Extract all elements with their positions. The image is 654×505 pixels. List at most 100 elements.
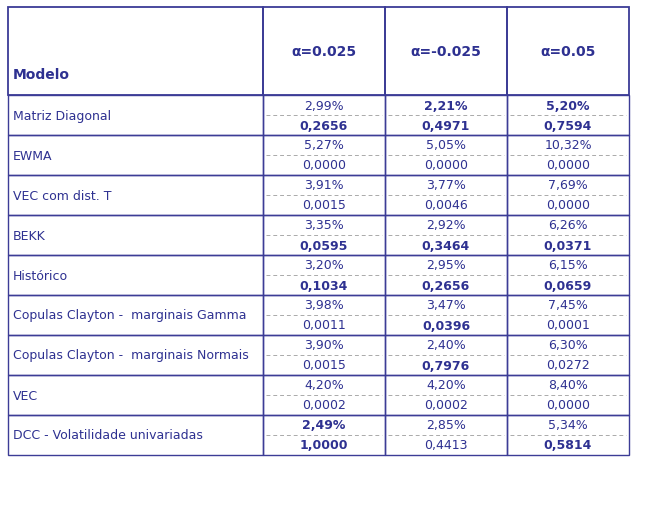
Text: 0,5814: 0,5814 — [544, 439, 592, 451]
Text: 0,0595: 0,0595 — [300, 239, 348, 252]
Text: 2,21%: 2,21% — [424, 99, 468, 112]
Bar — [8, 415, 263, 455]
Text: 5,05%: 5,05% — [426, 139, 466, 152]
Bar — [385, 216, 507, 256]
Text: 0,3464: 0,3464 — [422, 239, 470, 252]
Text: 0,0000: 0,0000 — [302, 159, 346, 172]
Text: 3,91%: 3,91% — [304, 179, 344, 192]
Text: 0,2656: 0,2656 — [300, 119, 348, 132]
Text: 2,95%: 2,95% — [426, 259, 466, 272]
Bar — [385, 295, 507, 335]
Text: 0,0011: 0,0011 — [302, 319, 346, 332]
Text: 0,4971: 0,4971 — [422, 119, 470, 132]
Text: α=0.05: α=0.05 — [540, 45, 596, 59]
Text: 0,4413: 0,4413 — [424, 439, 468, 451]
Bar — [507, 96, 629, 136]
Text: EWMA: EWMA — [13, 149, 52, 162]
Bar — [263, 96, 385, 136]
Bar — [385, 8, 507, 96]
Text: 0,0046: 0,0046 — [424, 199, 468, 212]
Text: 3,35%: 3,35% — [304, 219, 344, 232]
Text: α=-0.025: α=-0.025 — [411, 45, 481, 59]
Bar — [385, 176, 507, 216]
Bar — [507, 256, 629, 295]
Bar — [385, 335, 507, 375]
Text: 2,40%: 2,40% — [426, 339, 466, 352]
Text: 4,20%: 4,20% — [426, 379, 466, 392]
Bar — [263, 415, 385, 455]
Bar — [8, 96, 263, 136]
Text: 0,0000: 0,0000 — [546, 199, 590, 212]
Bar — [385, 415, 507, 455]
Bar — [507, 216, 629, 256]
Text: 8,40%: 8,40% — [548, 379, 588, 392]
Text: Copulas Clayton -  marginais Normais: Copulas Clayton - marginais Normais — [13, 349, 249, 362]
Text: 0,7594: 0,7594 — [544, 119, 592, 132]
Bar — [507, 415, 629, 455]
Text: 7,45%: 7,45% — [548, 299, 588, 312]
Bar — [263, 295, 385, 335]
Bar — [8, 176, 263, 216]
Bar — [263, 256, 385, 295]
Text: 6,15%: 6,15% — [548, 259, 588, 272]
Text: 0,0002: 0,0002 — [424, 399, 468, 412]
Text: 3,20%: 3,20% — [304, 259, 344, 272]
Bar — [385, 136, 507, 176]
Text: DCC - Volatilidade univariadas: DCC - Volatilidade univariadas — [13, 429, 203, 442]
Bar — [507, 8, 629, 96]
Bar — [263, 335, 385, 375]
Text: 2,92%: 2,92% — [426, 219, 466, 232]
Bar — [8, 216, 263, 256]
Bar — [385, 256, 507, 295]
Text: 4,20%: 4,20% — [304, 379, 344, 392]
Bar — [507, 136, 629, 176]
Bar — [385, 375, 507, 415]
Bar — [8, 256, 263, 295]
Text: 0,0000: 0,0000 — [424, 159, 468, 172]
Text: 0,0272: 0,0272 — [546, 359, 590, 372]
Text: 3,90%: 3,90% — [304, 339, 344, 352]
Bar — [263, 216, 385, 256]
Bar — [507, 335, 629, 375]
Text: 3,47%: 3,47% — [426, 299, 466, 312]
Text: 0,0001: 0,0001 — [546, 319, 590, 332]
Text: Copulas Clayton -  marginais Gamma: Copulas Clayton - marginais Gamma — [13, 309, 247, 322]
Text: 0,0000: 0,0000 — [546, 159, 590, 172]
Bar — [8, 295, 263, 335]
Text: VEC com dist. T: VEC com dist. T — [13, 189, 111, 202]
Text: 7,69%: 7,69% — [548, 179, 588, 192]
Bar — [263, 136, 385, 176]
Text: α=0.025: α=0.025 — [292, 45, 356, 59]
Bar — [507, 176, 629, 216]
Text: 5,20%: 5,20% — [546, 99, 590, 112]
Text: 5,27%: 5,27% — [304, 139, 344, 152]
Bar — [507, 295, 629, 335]
Text: 0,0002: 0,0002 — [302, 399, 346, 412]
Text: 0,0015: 0,0015 — [302, 359, 346, 372]
Text: 0,2656: 0,2656 — [422, 279, 470, 292]
Text: 0,0000: 0,0000 — [546, 399, 590, 412]
Text: 0,0659: 0,0659 — [544, 279, 592, 292]
Bar — [263, 8, 385, 96]
Text: VEC: VEC — [13, 389, 38, 401]
Bar — [263, 375, 385, 415]
Text: 3,98%: 3,98% — [304, 299, 344, 312]
Text: 6,30%: 6,30% — [548, 339, 588, 352]
Text: 0,7976: 0,7976 — [422, 359, 470, 372]
Text: 1,0000: 1,0000 — [300, 439, 348, 451]
Text: 3,77%: 3,77% — [426, 179, 466, 192]
Bar — [8, 375, 263, 415]
Bar — [507, 375, 629, 415]
Text: 0,0015: 0,0015 — [302, 199, 346, 212]
Text: 10,32%: 10,32% — [544, 139, 592, 152]
Bar — [8, 335, 263, 375]
Bar — [8, 8, 263, 96]
Text: Histórico: Histórico — [13, 269, 68, 282]
Text: Matriz Diagonal: Matriz Diagonal — [13, 109, 111, 122]
Text: 0,0396: 0,0396 — [422, 319, 470, 332]
Text: 0,1034: 0,1034 — [300, 279, 348, 292]
Text: 5,34%: 5,34% — [548, 419, 588, 432]
Text: 2,49%: 2,49% — [302, 419, 346, 432]
Text: BEKK: BEKK — [13, 229, 46, 242]
Text: 2,99%: 2,99% — [304, 99, 344, 112]
